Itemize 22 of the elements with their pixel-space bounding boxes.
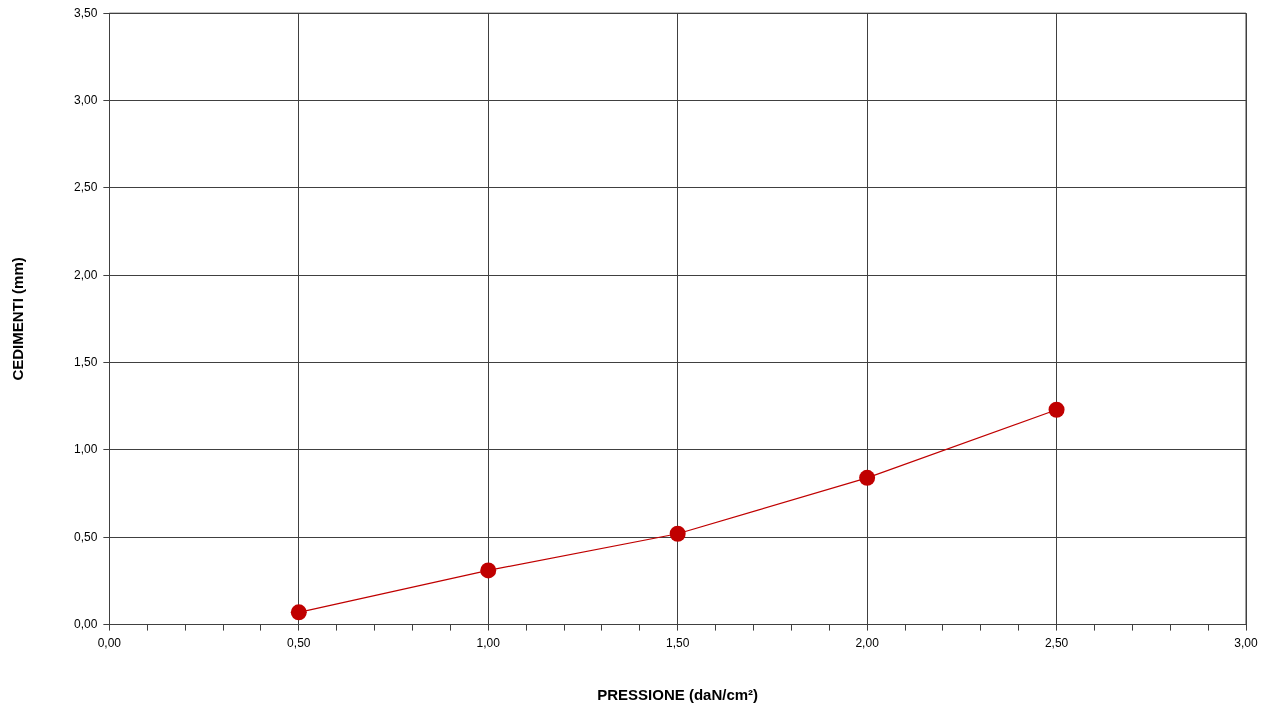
x-tick-label: 0,00 xyxy=(97,636,122,651)
point xyxy=(859,469,876,486)
y-tick-label: 3,00 xyxy=(74,92,98,107)
x-tick-label: 2,50 xyxy=(1044,636,1069,651)
x-tick-label: 1,50 xyxy=(666,636,690,651)
y-tick-label: 3,50 xyxy=(74,5,98,20)
y-tick-label: 0,00 xyxy=(74,616,98,631)
point xyxy=(669,525,686,542)
y-tick-label: 0,50 xyxy=(74,529,98,544)
point xyxy=(480,562,497,579)
y-tick-label: 2,50 xyxy=(74,180,98,195)
point xyxy=(1048,401,1065,418)
y-axis-title: CEDIMENTI (mm) xyxy=(9,257,27,381)
x-tick-label: 0,50 xyxy=(287,636,311,651)
x-tick-label: 2,00 xyxy=(855,636,880,651)
x-tick-label: 1,00 xyxy=(476,636,501,651)
point xyxy=(290,604,307,621)
y-tick-label: 2,00 xyxy=(74,267,98,282)
x-axis-title: PRESSIONE (daN/cm²) xyxy=(597,686,759,704)
y-tick-label: 1,50 xyxy=(74,354,98,369)
x-tick-label: 3,00 xyxy=(1234,636,1258,651)
y-tick-label: 1,00 xyxy=(74,442,98,457)
